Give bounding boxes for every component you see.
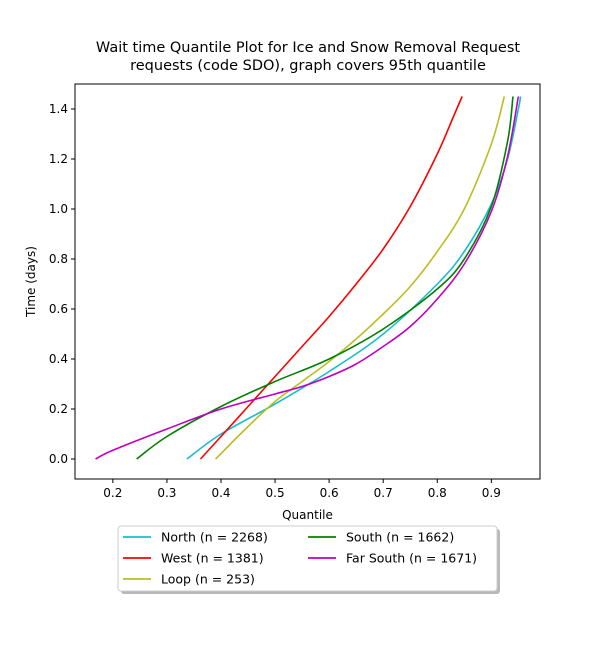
y-axis-label: Time (days) [24, 246, 38, 318]
legend-label-2: Loop (n = 253) [161, 572, 255, 587]
y-tick-label: 0.2 [49, 402, 68, 416]
series-layer [95, 96, 522, 460]
x-axis-ticks: 0.2 0.3 0.4 0.5 0.6 0.7 0.8 0.9 [103, 479, 501, 500]
y-tick-label: 0.4 [49, 352, 68, 366]
chart-subtitle: requests (code SDO), graph covers 95th q… [130, 58, 486, 74]
series-line-0 [186, 96, 522, 460]
series-line-4 [95, 96, 520, 460]
x-tick-label: 0.4 [211, 486, 230, 500]
series-line-2 [215, 96, 506, 460]
x-tick-label: 0.3 [157, 486, 176, 500]
legend: North (n = 2268) West (n = 1381) Loop (n =… [117, 525, 500, 594]
y-tick-label: 0.8 [49, 252, 68, 266]
x-tick-label: 0.8 [428, 486, 447, 500]
x-tick-label: 0.7 [374, 486, 393, 500]
legend-items: North (n = 2268) West (n = 1381) Loop (n =… [123, 530, 477, 587]
y-tick-label: 1.2 [49, 152, 68, 166]
y-tick-label: 1.0 [49, 202, 68, 216]
chart-title: Wait time Quantile Plot for Ice and Snow… [96, 40, 520, 56]
y-tick-label: 0.6 [49, 302, 68, 316]
legend-label-3: South (n = 1662) [346, 530, 454, 545]
legend-label-4: Far South (n = 1671) [346, 551, 477, 566]
y-tick-label: 1.4 [49, 102, 68, 116]
x-tick-label: 0.9 [482, 486, 501, 500]
legend-label-0: North (n = 2268) [161, 530, 268, 545]
series-line-1 [199, 96, 463, 460]
plot-frame [74, 83, 541, 480]
y-tick-label: 0.0 [49, 452, 68, 466]
x-tick-label: 0.6 [320, 486, 339, 500]
x-tick-label: 0.5 [266, 486, 285, 500]
legend-box [117, 525, 498, 592]
x-axis-label: Quantile [282, 508, 333, 522]
series-line-3 [136, 96, 514, 460]
legend-label-1: West (n = 1381) [161, 551, 264, 566]
x-tick-label: 0.2 [103, 486, 122, 500]
y-axis-ticks: 0.0 0.2 0.4 0.6 0.8 1.0 1.2 1.4 [49, 102, 75, 466]
